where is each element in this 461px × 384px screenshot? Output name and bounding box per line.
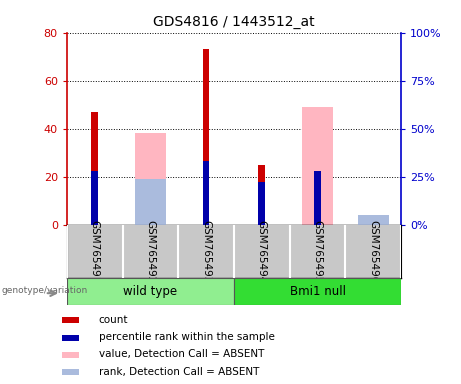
Bar — [302, 107, 333, 225]
Bar — [259, 182, 265, 225]
Text: GSM765496: GSM765496 — [368, 220, 378, 283]
Text: genotype/variation: genotype/variation — [1, 286, 88, 295]
Text: wild type: wild type — [124, 285, 177, 298]
Text: GSM765492: GSM765492 — [145, 220, 155, 283]
Text: GSM765493: GSM765493 — [201, 220, 211, 283]
Bar — [234, 278, 401, 305]
Text: GSM765491: GSM765491 — [90, 220, 100, 283]
Bar — [358, 215, 389, 225]
Text: rank, Detection Call = ABSENT: rank, Detection Call = ABSENT — [99, 366, 259, 377]
Bar — [62, 352, 79, 358]
Bar — [62, 317, 79, 323]
Text: value, Detection Call = ABSENT: value, Detection Call = ABSENT — [99, 349, 264, 359]
Text: GSM765495: GSM765495 — [313, 220, 323, 283]
Text: Bmi1 null: Bmi1 null — [290, 285, 345, 298]
Bar — [370, 222, 377, 225]
Bar — [62, 334, 79, 341]
Text: GSM765494: GSM765494 — [257, 220, 267, 283]
Bar — [62, 369, 79, 375]
Text: count: count — [99, 314, 128, 325]
Bar — [91, 171, 98, 225]
Bar — [67, 278, 234, 305]
Bar — [259, 165, 265, 225]
Text: percentile rank within the sample: percentile rank within the sample — [99, 332, 275, 342]
Bar — [135, 179, 165, 225]
Bar — [203, 161, 209, 225]
Bar — [135, 134, 165, 225]
Title: GDS4816 / 1443512_at: GDS4816 / 1443512_at — [153, 15, 315, 29]
Bar — [314, 171, 321, 225]
Bar — [91, 112, 98, 225]
Bar — [203, 50, 209, 225]
